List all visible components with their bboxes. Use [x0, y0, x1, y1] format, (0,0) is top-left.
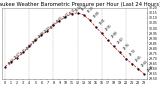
Text: 30.11: 30.11 — [68, 7, 76, 15]
Text: 29.88: 29.88 — [111, 30, 119, 39]
Text: 29.60: 29.60 — [141, 59, 149, 67]
Text: 29.82: 29.82 — [32, 37, 40, 45]
Text: 29.76: 29.76 — [123, 43, 131, 51]
Text: 29.65: 29.65 — [135, 54, 143, 62]
Text: 30.07: 30.07 — [62, 11, 70, 20]
Text: 30.14: 30.14 — [74, 4, 83, 12]
Text: 29.71: 29.71 — [20, 48, 28, 56]
Text: 29.82: 29.82 — [116, 37, 125, 45]
Text: 29.67: 29.67 — [14, 52, 22, 60]
Text: 29.95: 29.95 — [104, 23, 113, 32]
Title: Milwaukee Weather Barometric Pressure per Hour (Last 24 Hours): Milwaukee Weather Barometric Pressure pe… — [0, 2, 160, 7]
Text: 30.01: 30.01 — [98, 17, 107, 26]
Text: 29.93: 29.93 — [44, 25, 52, 34]
Text: 30.13: 30.13 — [86, 5, 95, 13]
Text: 30.03: 30.03 — [56, 15, 64, 24]
Text: 29.70: 29.70 — [129, 49, 137, 57]
Text: 29.97: 29.97 — [50, 21, 59, 30]
Text: 30.15: 30.15 — [80, 3, 88, 11]
Text: 30.08: 30.08 — [92, 10, 101, 19]
Text: 29.55: 29.55 — [147, 64, 155, 72]
Text: 29.88: 29.88 — [38, 30, 46, 39]
Text: 29.62: 29.62 — [8, 57, 16, 65]
Text: 29.76: 29.76 — [26, 43, 34, 51]
